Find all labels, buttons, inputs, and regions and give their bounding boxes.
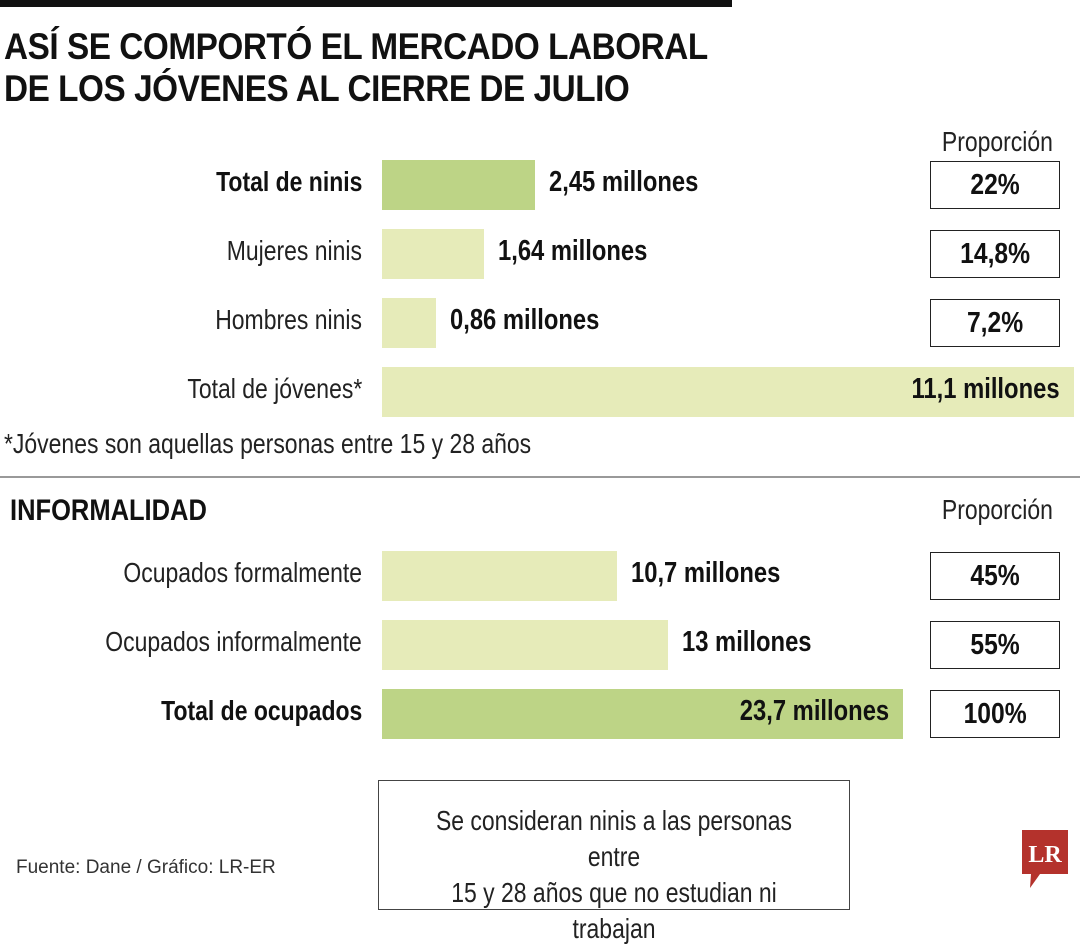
proportion-value: 7,2% [966,306,1024,339]
bar-section2-2 [382,689,903,739]
proportion-value: 100% [963,697,1027,730]
bar-section1-0 [382,160,535,210]
lr-logo-icon: LR [1022,830,1068,888]
proportion-box: 22% [930,161,1060,209]
bar-section1-1 [382,229,484,279]
value-label: 23,7 millones [739,695,889,727]
value-label: 1,64 millones [498,235,648,267]
proportion-value: 55% [970,628,1020,661]
informalidad-heading: INFORMALIDAD [10,494,207,527]
proportion-value: 22% [970,168,1020,201]
value-label: 11,1 millones [911,373,1060,405]
proportion-box: 7,2% [930,299,1060,347]
title-line-1: ASÍ SE COMPORTÓ EL MERCADO LABORAL [4,26,708,67]
row-label: Hombres ninis [215,304,362,335]
note-line-2: 15 y 28 años que no estudian ni trabajan [451,877,777,944]
value-label: 2,45 millones [549,166,699,198]
note-line-1: Se consideran ninis a las personas entre [435,805,793,872]
title-line-2: DE LOS JÓVENES AL CIERRE DE JULIO [4,68,630,109]
proportion-box: 100% [930,690,1060,738]
proportion-box: 45% [930,552,1060,600]
proportion-box: 55% [930,621,1060,669]
top-rule [0,0,732,7]
row-label: Total de ocupados [160,695,362,726]
row-label: Ocupados formalmente [123,557,362,588]
value-label: 0,86 millones [450,304,600,336]
definition-note: Se consideran ninis a las personas entre… [378,780,850,944]
bar-section2-1 [382,620,668,670]
proportion-box: 14,8% [930,230,1060,278]
proportion-header-1: Proporción [941,126,1053,157]
row-label: Ocupados informalmente [105,626,362,657]
row-label: Mujeres ninis [226,235,362,266]
bar-section1-3 [382,367,1074,417]
row-label: Total de ninis [215,166,362,197]
row-label: Total de jóvenes* [187,373,362,404]
proportion-value: 45% [970,559,1020,592]
logo-text: LR [1028,842,1062,868]
bar-section2-0 [382,551,617,601]
proportion-value: 14,8% [960,237,1030,270]
value-label: 13 millones [682,626,812,658]
value-label: 10,7 millones [631,557,781,589]
footnote: *Jóvenes son aquellas personas entre 15 … [4,428,532,459]
source-credit: Fuente: Dane / Gráfico: LR-ER [16,857,276,878]
section-divider [0,476,1080,478]
bar-section1-2 [382,298,436,348]
proportion-header-2: Proporción [941,494,1053,525]
chart-title: ASÍ SE COMPORTÓ EL MERCADO LABORAL DE LO… [4,26,708,110]
